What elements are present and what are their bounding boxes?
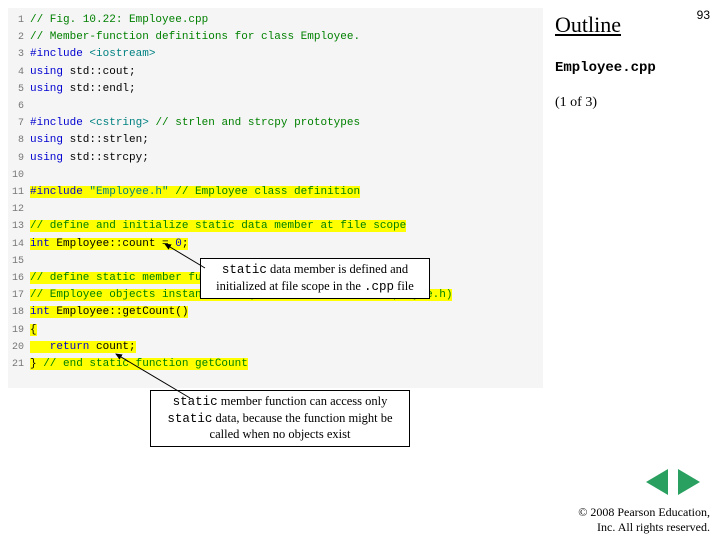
code-content: int Employee::getCount(): [30, 304, 543, 321]
line-number: 11: [8, 184, 30, 201]
line-number: 18: [8, 304, 30, 321]
code-line: 12: [8, 201, 543, 218]
code-content: #include <iostream>: [30, 46, 543, 63]
code-content: return count;: [30, 339, 543, 356]
code-content: using std::strcpy;: [30, 150, 543, 167]
line-number: 14: [8, 236, 30, 253]
line-number: 19: [8, 322, 30, 339]
code-line: 6: [8, 98, 543, 115]
code-content: } // end static function getCount: [30, 356, 543, 373]
code-line: 19{: [8, 322, 543, 339]
line-number: 15: [8, 253, 30, 270]
code-line: 14int Employee::count = 0;: [8, 236, 543, 253]
line-number: 12: [8, 201, 30, 218]
next-button[interactable]: [678, 469, 700, 495]
copyright-line1: © 2008 Pearson Education,: [578, 505, 710, 519]
line-number: 3: [8, 46, 30, 63]
code-line: 1// Fig. 10.22: Employee.cpp: [8, 12, 543, 29]
line-number: 16: [8, 270, 30, 287]
line-number: 2: [8, 29, 30, 46]
code-line: 21} // end static function getCount: [8, 356, 543, 373]
line-number: 6: [8, 98, 30, 115]
line-number: 10: [8, 167, 30, 184]
outline-title: Outline: [555, 12, 621, 38]
file-name: Employee.cpp: [555, 60, 656, 76]
code-line: 11#include "Employee.h" // Employee clas…: [8, 184, 543, 201]
code-line: 7#include <cstring> // strlen and strcpy…: [8, 115, 543, 132]
code-line: 4using std::cout;: [8, 64, 543, 81]
code-content: #include "Employee.h" // Employee class …: [30, 184, 543, 201]
code-content: using std::endl;: [30, 81, 543, 98]
callout-static-data-member: static data member is defined and initia…: [200, 258, 430, 299]
copyright-line2: Inc. All rights reserved.: [578, 520, 710, 534]
line-number: 9: [8, 150, 30, 167]
callout-static-member-function: static member function can access only s…: [150, 390, 410, 447]
line-number: 5: [8, 81, 30, 98]
code-line: 8using std::strlen;: [8, 132, 543, 149]
code-content: {: [30, 322, 543, 339]
line-number: 20: [8, 339, 30, 356]
code-content: using std::strlen;: [30, 132, 543, 149]
code-line: 18int Employee::getCount(): [8, 304, 543, 321]
prev-button[interactable]: [646, 469, 668, 495]
code-content: // Member-function definitions for class…: [30, 29, 543, 46]
line-number: 4: [8, 64, 30, 81]
code-content: using std::cout;: [30, 64, 543, 81]
code-block: 1// Fig. 10.22: Employee.cpp2// Member-f…: [8, 8, 543, 388]
code-content: #include <cstring> // strlen and strcpy …: [30, 115, 543, 132]
code-content: // define and initialize static data mem…: [30, 218, 543, 235]
code-line: 3#include <iostream>: [8, 46, 543, 63]
copyright: © 2008 Pearson Education, Inc. All right…: [578, 505, 710, 534]
nav-controls: [646, 469, 700, 495]
line-number: 17: [8, 287, 30, 304]
code-line: 5using std::endl;: [8, 81, 543, 98]
code-line: 10: [8, 167, 543, 184]
line-number: 13: [8, 218, 30, 235]
code-line: 13// define and initialize static data m…: [8, 218, 543, 235]
line-number: 8: [8, 132, 30, 149]
page-number: 93: [697, 8, 710, 22]
code-content: // Fig. 10.22: Employee.cpp: [30, 12, 543, 29]
code-line: 2// Member-function definitions for clas…: [8, 29, 543, 46]
line-number: 21: [8, 356, 30, 373]
code-line: 9using std::strcpy;: [8, 150, 543, 167]
line-number: 7: [8, 115, 30, 132]
code-content: int Employee::count = 0;: [30, 236, 543, 253]
page-indicator: (1 of 3): [555, 95, 597, 111]
code-line: 20 return count;: [8, 339, 543, 356]
line-number: 1: [8, 12, 30, 29]
